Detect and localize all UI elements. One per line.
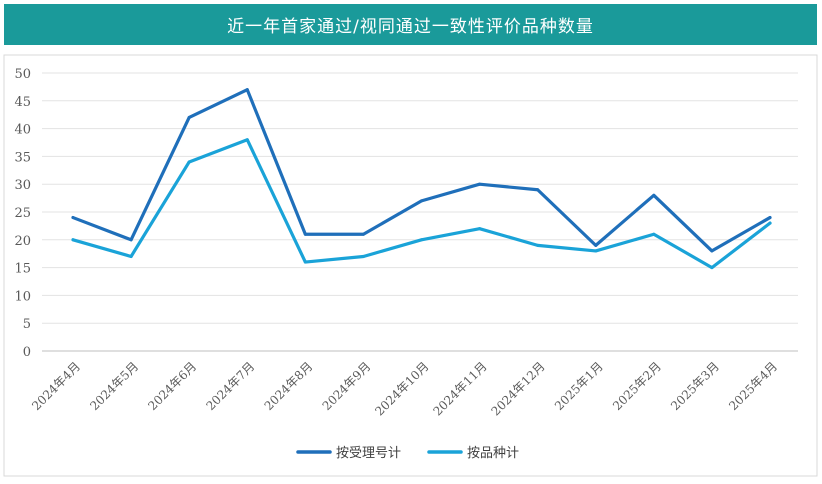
- data-point: [710, 266, 714, 270]
- y-tick-label: 45: [14, 95, 31, 110]
- data-point: [420, 199, 423, 203]
- data-point: [768, 221, 772, 225]
- x-tick-label: 2025年2月: [610, 359, 664, 413]
- y-tick-label: 10: [14, 289, 31, 304]
- x-tick-label: 2024年11月: [430, 359, 489, 418]
- data-point: [594, 249, 598, 253]
- data-point: [129, 238, 133, 242]
- chart-area: 0 5 10 15 20 25 30 35 40 45 50 2024年4月 2024年5月 2024年…: [0, 52, 822, 480]
- series-line-0: [71, 88, 772, 253]
- y-tick-label: 25: [14, 206, 31, 221]
- data-point: [245, 88, 249, 92]
- data-point: [536, 188, 540, 192]
- data-point: [303, 232, 307, 236]
- legend: 按受理号计 按品种计: [296, 446, 519, 461]
- x-tick-label: 2024年10月: [372, 359, 431, 418]
- data-point: [245, 138, 249, 142]
- data-point: [536, 243, 540, 247]
- y-tick-label: 15: [14, 262, 31, 277]
- data-point: [71, 216, 75, 220]
- data-point: [303, 260, 307, 264]
- data-point: [361, 254, 365, 258]
- x-tick-label: 2025年3月: [668, 359, 722, 413]
- x-tick-label: 2024年8月: [262, 359, 316, 413]
- data-point: [420, 238, 423, 242]
- x-tick-label: 2024年6月: [145, 359, 199, 413]
- data-point: [71, 238, 75, 242]
- data-point: [710, 249, 714, 253]
- data-point: [187, 160, 191, 164]
- x-tick-label: 2024年9月: [320, 359, 374, 413]
- series-line-1: [71, 138, 772, 270]
- data-point: [768, 216, 772, 220]
- y-tick-label: 30: [14, 178, 31, 193]
- x-tick-label: 2025年1月: [552, 359, 606, 413]
- chart-frame: [3, 54, 818, 477]
- y-tick-label: 35: [14, 150, 31, 165]
- x-tick-label: 2024年4月: [29, 359, 83, 413]
- data-point: [594, 243, 598, 247]
- data-point: [361, 232, 365, 236]
- x-axis: 2024年4月 2024年5月 2024年6月 2024年7月 2024年8月 2024年…: [29, 359, 780, 418]
- chart-title: 近一年首家通过/视同通过一致性评价品种数量: [227, 17, 594, 37]
- series-lines: [71, 88, 772, 270]
- data-point: [129, 254, 133, 258]
- y-tick-label: 40: [14, 123, 31, 138]
- data-point: [187, 115, 191, 119]
- x-tick-label: 2024年7月: [203, 359, 257, 413]
- x-tick-label: 2025年4月: [726, 359, 780, 413]
- y-tick-label: 50: [14, 67, 31, 82]
- data-point: [652, 193, 656, 197]
- y-tick-label: 0: [23, 345, 31, 360]
- data-point: [652, 232, 656, 236]
- y-axis: 0 5 10 15 20 25 30 35 40 45 50: [14, 67, 31, 360]
- legend-label: 按受理号计: [336, 446, 401, 461]
- data-point: [478, 182, 482, 186]
- chart-title-banner: 近一年首家通过/视同通过一致性评价品种数量: [4, 4, 817, 45]
- legend-label: 按品种计: [467, 446, 519, 461]
- x-tick-label: 2024年12月: [489, 359, 548, 418]
- y-tick-label: 20: [14, 234, 31, 249]
- data-point: [478, 227, 482, 231]
- y-tick-label: 5: [23, 317, 31, 332]
- x-tick-label: 2024年5月: [87, 359, 141, 413]
- gridlines: [42, 72, 798, 352]
